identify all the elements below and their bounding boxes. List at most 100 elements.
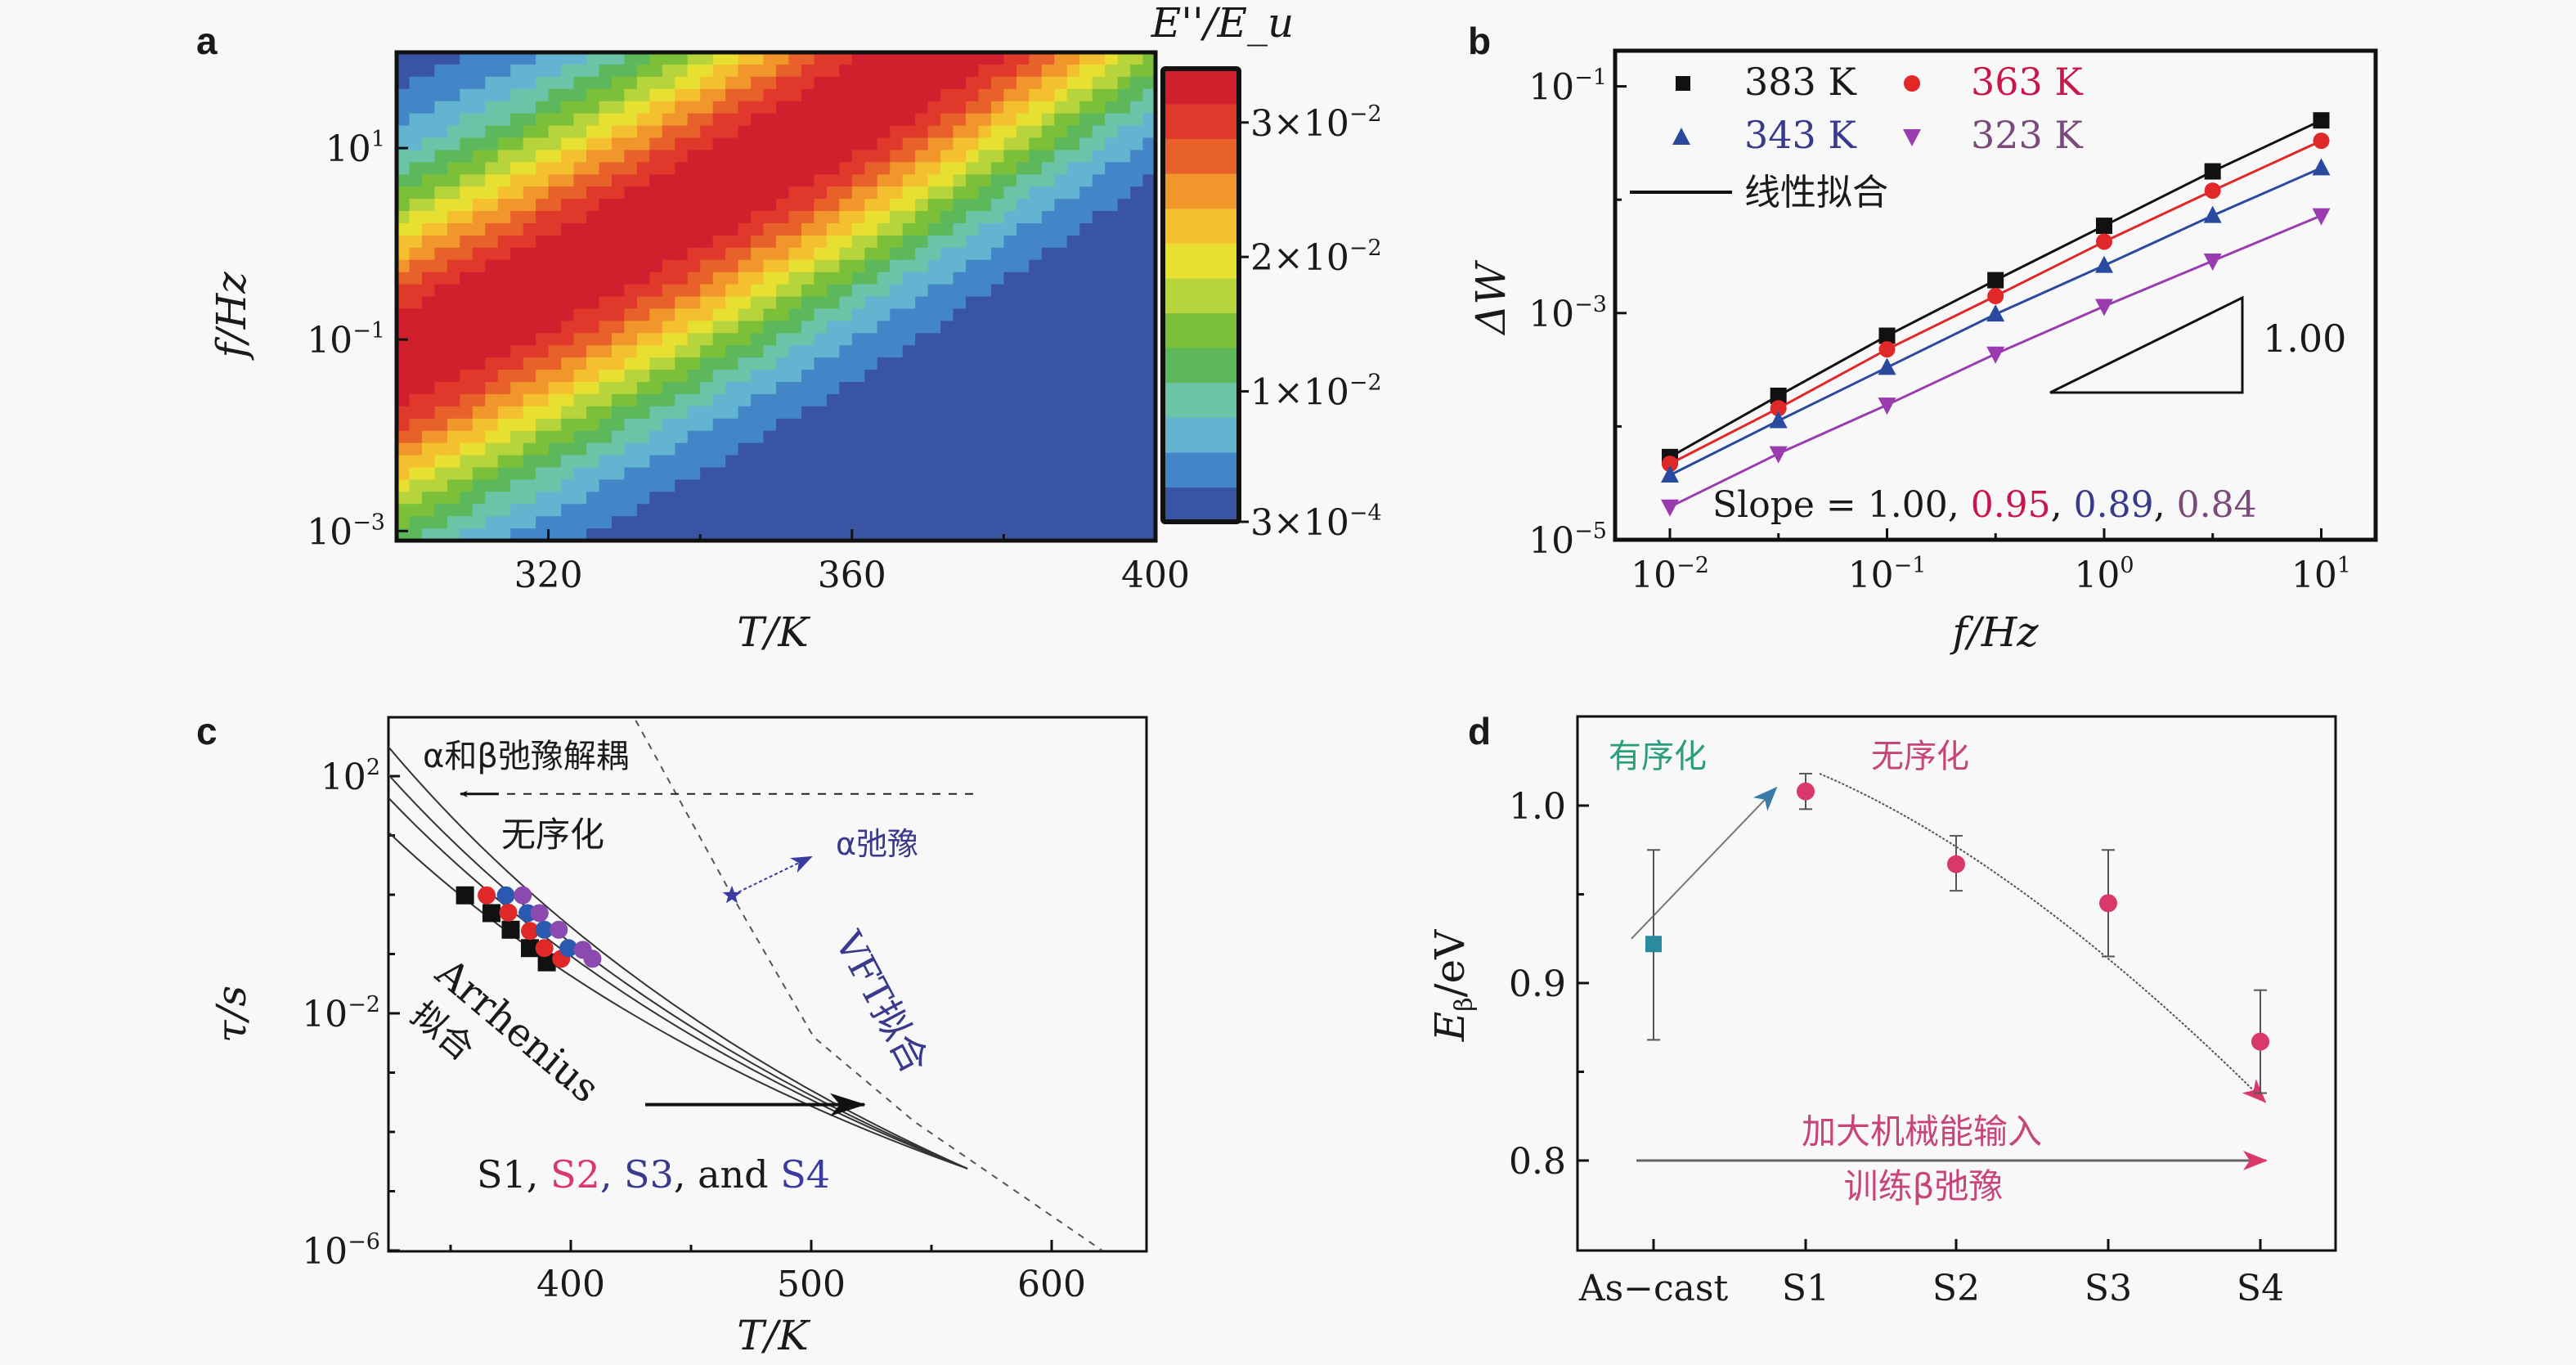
heatmap-cell [1041,296,1056,310]
heatmap-cell [763,308,777,322]
heatmap-cell [675,333,689,346]
heatmap-cell [586,308,600,322]
colorbar-band [1163,225,1239,244]
heatmap-cell [1142,52,1156,65]
heatmap-cell [700,247,714,261]
heatmap-cell [434,174,448,187]
heatmap-cell [561,345,575,358]
heatmap-cell [953,247,967,261]
heatmap-cell [712,333,726,346]
heatmap-cell [1079,52,1093,65]
heatmap-cell [940,186,954,200]
heatmap-cell [890,52,904,65]
heatmap-cell [599,223,613,236]
heatmap-cell [990,259,1005,273]
heatmap-cell [1029,479,1043,493]
heatmap-cell [953,235,967,249]
heatmap-cell [460,492,473,505]
heatmap-cell [1117,76,1131,90]
heatmap-cell [1041,528,1056,541]
heatmap-cell [497,101,511,114]
heatmap-cell [738,393,752,407]
heatmap-cell [1054,516,1068,529]
colorbar-band [1163,469,1239,488]
heatmap-cell [1029,101,1043,114]
heatmap-cell [700,296,714,310]
heatmap-cell [675,174,689,187]
heatmap-cell [1003,272,1017,285]
heatmap-cell [877,88,891,102]
heatmap-cell [1016,357,1030,370]
heatmap-cell [776,186,790,200]
heatmap-cell [953,199,967,212]
heatmap-cell [561,101,575,114]
heatmap-cell [409,321,423,335]
heatmap-cell [485,467,499,481]
heatmap-cell [1003,199,1017,212]
heatmap-cell [523,174,536,187]
heatmap-cell [573,186,587,200]
sample-s2: S2 [550,1152,600,1197]
heatmap-cell [1079,418,1093,432]
heatmap-cell [890,125,904,139]
heatmap-cell [460,235,473,249]
heatmap-cell [548,382,562,395]
heatmap-cell [472,137,487,151]
heatmap-cell [536,284,550,298]
heatmap-cell [877,321,891,335]
heatmap-cell [434,418,448,432]
heatmap-cell [485,393,499,407]
heatmap-cell [826,235,841,249]
heatmap-cell [763,113,777,127]
heatmap-cell [1029,284,1043,298]
panel-a-letter: a [196,20,218,62]
heatmap-cell [599,174,613,187]
panel-b-ylabel: ΔW [1467,260,1515,336]
heatmap-cell [763,406,777,420]
heatmap-cell [675,308,689,322]
heatmap-cell [953,492,967,505]
heatmap-cell [1079,370,1093,383]
heatmap-cell [1066,333,1080,346]
heatmap-cell [927,186,941,200]
heatmap-cell [902,199,916,212]
heatmap-cell [636,296,651,310]
heatmap-cell [801,64,815,78]
heatmap-cell [1105,284,1119,298]
annotation-samples: S1, S2, S3, and S4 [477,1152,830,1197]
heatmap-cell [460,528,473,541]
heatmap-cell [788,455,802,469]
heatmap-cell [877,223,891,236]
heatmap-cell [814,492,828,505]
heatmap-cell [826,393,841,407]
heatmap-cell [536,186,550,200]
heatmap-cell [1092,284,1106,298]
heatmap-cell [712,418,726,432]
heatmap-cell [763,235,777,249]
heatmap-cell [776,199,790,212]
heatmap-cell [1105,113,1119,127]
heatmap-cell [776,88,790,102]
heatmap-cell [851,333,866,346]
heatmap-cell [447,113,461,127]
heatmap-cell [586,284,600,298]
heatmap-cell [1142,296,1156,310]
heatmap-cell [675,186,689,200]
heatmap-cell [877,52,891,65]
heatmap-cell [636,382,651,395]
heatmap-cell [1079,211,1093,224]
heatmap-cell [447,199,461,212]
heatmap-cell [712,259,726,273]
heatmap-cell [611,393,626,407]
heatmap-cell [447,479,461,493]
heatmap-cell [877,199,891,212]
heatmap-cell [788,406,802,420]
heatmap-cell [662,321,676,335]
heatmap-cell [1029,467,1043,481]
heatmap-cell [700,455,714,469]
heatmap-cell [1029,137,1043,151]
heatmap-cell [751,199,765,212]
heatmap-cell [978,88,992,102]
heatmap-cell [751,235,765,249]
heatmap-cell [447,186,461,200]
